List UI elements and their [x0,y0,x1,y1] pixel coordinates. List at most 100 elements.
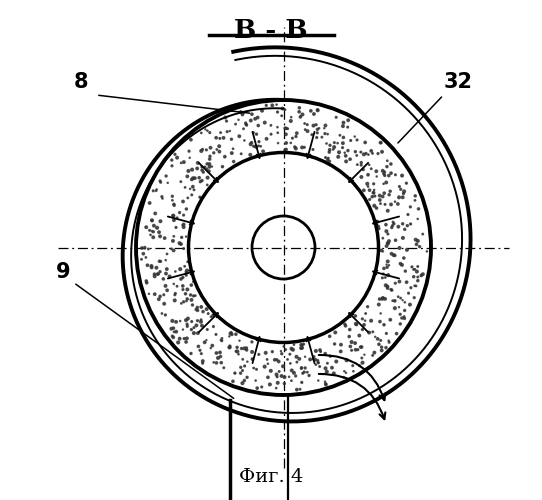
Point [249,364,258,372]
Point [147,216,156,224]
Point [176,265,185,273]
Point [309,355,318,363]
Point [373,218,382,226]
Point [380,189,389,197]
Point [266,380,274,388]
Point [268,348,276,356]
Point [193,164,202,172]
Point [280,380,289,388]
Point [409,272,418,280]
Point [147,262,156,270]
Point [345,326,354,334]
Point [351,346,360,354]
Point [355,362,364,370]
Point [216,352,225,360]
Point [159,291,168,299]
Point [198,166,207,174]
Point [380,168,389,176]
Point [179,211,188,219]
Point [206,144,215,152]
Point [275,368,283,376]
Point [177,275,185,283]
Point [170,328,178,336]
Point [182,268,190,276]
Text: В - В: В - В [234,18,308,42]
Point [154,295,163,303]
Point [228,149,236,157]
Point [149,228,158,236]
Point [313,129,321,137]
Point [232,348,241,356]
Point [292,144,300,152]
Point [293,129,301,137]
Point [371,333,379,341]
Point [383,162,391,170]
Point [340,148,349,156]
Point [197,316,205,324]
Point [392,330,401,338]
Point [367,165,376,173]
Point [182,338,190,346]
Point [367,316,376,324]
Point [342,158,351,166]
Point [365,196,374,203]
Point [145,226,154,234]
Point [251,376,260,384]
Point [327,364,336,372]
Point [233,344,241,351]
Point [227,135,236,143]
Point [320,124,328,132]
Point [292,132,300,140]
Point [380,200,389,208]
Point [186,136,195,143]
Point [372,172,381,180]
Point [312,120,320,128]
Point [202,305,211,313]
Point [165,272,174,280]
Point [202,336,211,344]
Point [137,256,146,264]
Point [248,110,256,118]
Point [262,135,271,143]
Point [193,304,202,312]
Point [153,224,162,232]
Point [324,156,332,164]
Point [314,376,322,384]
Point [139,250,147,258]
Point [382,330,391,338]
Point [231,120,240,128]
Point [347,346,356,354]
Point [279,342,288,350]
Point [307,107,315,115]
Point [298,144,306,152]
Point [414,205,423,213]
Point [315,346,324,354]
Point [296,385,305,393]
Point [395,278,404,285]
Point [248,338,256,346]
Point [179,158,188,166]
Point [364,182,372,190]
Point [376,200,385,207]
Point [212,349,221,357]
Point [305,372,313,380]
Point [399,254,408,262]
Point [390,251,398,259]
Point [186,185,195,193]
Point [408,263,416,271]
Point [396,186,405,194]
Point [394,222,403,230]
Point [382,242,391,250]
Point [278,350,286,358]
Text: 9: 9 [56,262,71,282]
Point [280,373,289,381]
Point [401,298,409,306]
Point [156,217,165,225]
Point [321,350,330,358]
Point [379,180,388,188]
Point [398,172,406,179]
Point [209,322,218,330]
Point [368,192,377,200]
Point [156,258,165,266]
Point [361,316,370,324]
